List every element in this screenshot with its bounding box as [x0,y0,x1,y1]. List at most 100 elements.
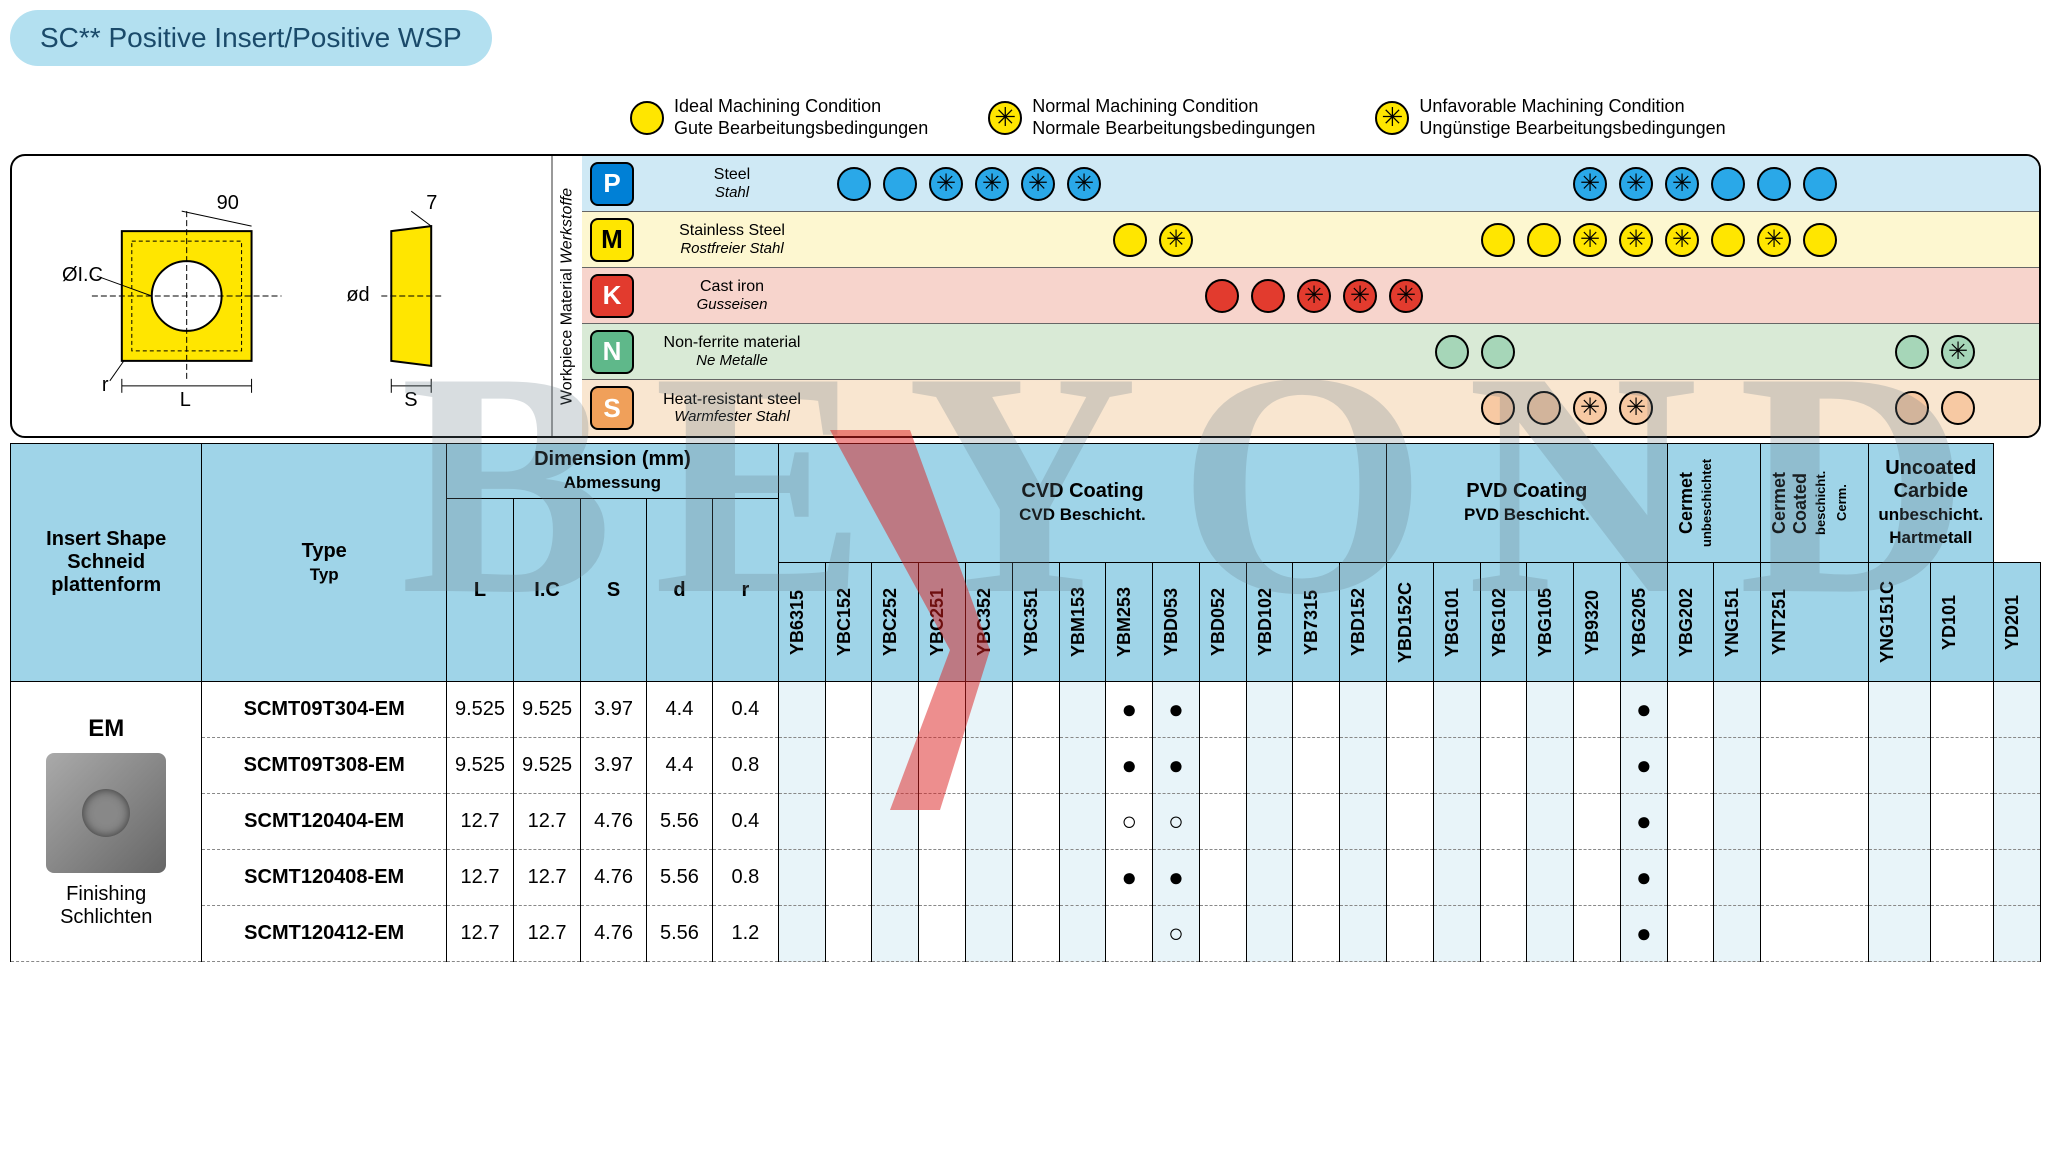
grade-cell [872,682,919,738]
insert-diagram: ØI.C r L 90 ød 7 S [12,156,552,436]
grade-cell [1340,850,1387,906]
hdr-grade: YBG101 [1433,563,1480,682]
grade-cell: ● [1106,738,1153,794]
hdr-grade: YNT251 [1761,563,1868,682]
condition-dot [1251,279,1285,313]
grade-cell [1433,794,1480,850]
grade-cell [1106,906,1153,962]
condition-dot [1067,167,1101,201]
grade-cell [919,738,966,794]
grade-cell [1714,738,1761,794]
grade-cell [965,682,1012,738]
hdr-grade: YBC251 [919,563,966,682]
grade-cell [1293,794,1340,850]
grade-cell [1012,682,1059,738]
condition-dot [1573,391,1607,425]
grade-cell [1714,794,1761,850]
hdr-group: PVD CoatingPVD Beschicht. [1387,444,1668,563]
label-S: S [404,389,417,411]
hdr-grade: YBC252 [872,563,919,682]
condition-dot [1159,223,1193,257]
grade-cell [1387,794,1434,850]
hdr-dimension: Dimension (mm)Abmessung [446,444,778,499]
hdr-dim-L: L [446,499,513,682]
grade-cell: ● [1153,850,1200,906]
page-title: SC** Positive Insert/Positive WSP [10,10,492,66]
grade-cell [965,738,1012,794]
grade-cell: ● [1620,850,1667,906]
grade-cell [1059,850,1106,906]
grade-cell [1761,682,1868,738]
grade-cell [1993,794,2040,850]
material-row-P: PSteelStahl [582,156,2039,212]
grade-cell [1527,850,1574,906]
material-row-S: SHeat-resistant steelWarmfester Stahl [582,380,2039,436]
grade-cell [919,906,966,962]
condition-dot [1021,167,1055,201]
legend-text: Ideal Machining ConditionGute Bearbeitun… [674,96,928,139]
grade-cell: ● [1620,906,1667,962]
grade-cell [1480,682,1527,738]
condition-dot [1665,223,1699,257]
hdr-group: CVD CoatingCVD Beschicht. [778,444,1386,563]
hdr-grade: YBD052 [1199,563,1246,682]
grade-cell [1574,906,1621,962]
grade-cell [1574,794,1621,850]
grade-cell [1761,906,1868,962]
grade-cell: ● [1106,850,1153,906]
grade-cell [965,850,1012,906]
condition-dot [1113,223,1147,257]
condition-dot [1895,335,1929,369]
grade-cell [1527,738,1574,794]
grade-cell [1480,794,1527,850]
dim-L: 12.7 [446,850,513,906]
hdr-grade: YBG202 [1667,563,1714,682]
shape-cell: EMFinishingSchlichten [11,682,202,962]
label-angle: 90 [217,192,239,214]
grade-cell [1480,738,1527,794]
hdr-grade: YBD152 [1340,563,1387,682]
condition-dot [1527,391,1561,425]
grade-cell [1931,850,1994,906]
label-7: 7 [426,192,437,214]
condition-dot [1297,279,1331,313]
grade-cell [1667,906,1714,962]
dim-r: 0.8 [712,850,778,906]
grade-cell [1868,682,1931,738]
grade-cell [1527,906,1574,962]
grade-cell [1199,850,1246,906]
grade-cell [1527,794,1574,850]
grade-cell: ○ [1153,794,1200,850]
grade-cell [1293,850,1340,906]
grade-cell [1868,794,1931,850]
hdr-dim-S: S [581,499,647,682]
label-L: L [180,389,191,411]
grade-cell [965,906,1012,962]
material-label: Stainless SteelRostfreier Stahl [642,222,822,257]
grade-cell [1931,682,1994,738]
grade-cell [825,738,872,794]
dim-S: 4.76 [581,850,647,906]
grade-cell [1199,738,1246,794]
dim-L: 12.7 [446,906,513,962]
grade-cell [1993,682,2040,738]
grade-cell: ○ [1106,794,1153,850]
condition-dot [1435,335,1469,369]
dim-r: 0.4 [712,794,778,850]
type-cell: SCMT09T308-EM [202,738,447,794]
condition-dot [1941,335,1975,369]
condition-dot [1481,223,1515,257]
dim-d: 5.56 [647,850,713,906]
condition-dot [1757,167,1791,201]
hdr-grade: YBM153 [1059,563,1106,682]
grade-cell [1340,738,1387,794]
hdr-grade: YBD102 [1246,563,1293,682]
top-chart: ØI.C r L 90 ød 7 S Workpiece Material We… [10,154,2041,438]
grade-cell [778,682,825,738]
material-badge: K [590,274,634,318]
grade-cell [1059,794,1106,850]
grade-cell [872,850,919,906]
grade-cell [1714,850,1761,906]
grade-cell [1293,682,1340,738]
grade-cell [1059,738,1106,794]
